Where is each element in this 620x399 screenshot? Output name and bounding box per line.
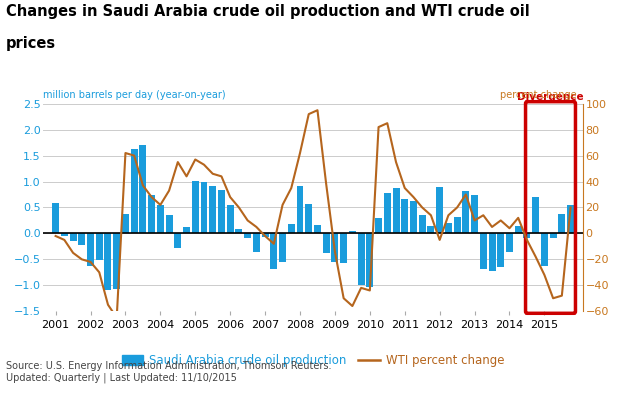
Legend: Saudi Arabia crude oil production, WTI percent change: Saudi Arabia crude oil production, WTI p…	[122, 354, 504, 367]
Bar	[358, 233, 365, 285]
Bar	[122, 214, 129, 233]
Text: Source: U.S. Energy Information Administration, Thomson Reuters.
Updated: Quarte: Source: U.S. Energy Information Administ…	[6, 361, 332, 383]
Bar	[262, 233, 268, 237]
Bar	[567, 205, 574, 233]
Bar	[131, 149, 138, 233]
Bar	[279, 233, 286, 262]
Bar	[322, 233, 330, 253]
Bar	[288, 224, 294, 233]
Bar	[340, 233, 347, 263]
Bar	[166, 215, 172, 233]
Bar	[489, 233, 495, 271]
Bar	[140, 145, 146, 233]
Bar	[253, 233, 260, 252]
Bar	[532, 197, 539, 233]
Bar	[174, 233, 181, 248]
Text: Changes in Saudi Arabia crude oil production and WTI crude oil: Changes in Saudi Arabia crude oil produc…	[6, 4, 530, 19]
Bar	[200, 182, 208, 233]
Text: percent change: percent change	[500, 90, 577, 100]
Bar	[445, 223, 452, 233]
Bar	[105, 233, 112, 290]
Bar	[87, 233, 94, 266]
Bar	[427, 226, 435, 233]
Bar	[227, 205, 234, 233]
Bar	[375, 218, 382, 233]
Bar	[296, 186, 304, 233]
Bar	[523, 233, 531, 237]
Bar	[366, 233, 373, 287]
Bar	[244, 233, 251, 237]
Bar	[410, 201, 417, 233]
Bar	[314, 225, 321, 233]
Bar	[95, 233, 103, 261]
Bar	[183, 227, 190, 233]
Bar	[305, 204, 312, 233]
Bar	[192, 180, 199, 233]
Bar	[463, 191, 469, 233]
Bar	[541, 233, 548, 266]
Bar	[550, 233, 557, 237]
Bar	[218, 190, 225, 233]
Bar	[392, 188, 399, 233]
Bar	[157, 205, 164, 233]
Bar	[52, 203, 59, 233]
Bar	[69, 233, 76, 241]
Bar	[401, 199, 408, 233]
Bar	[418, 215, 426, 233]
Text: Divergence: Divergence	[517, 92, 584, 102]
Bar	[332, 233, 339, 262]
Bar	[384, 194, 391, 233]
Bar	[270, 233, 277, 269]
Bar	[113, 233, 120, 289]
Bar	[454, 217, 461, 233]
Bar	[506, 233, 513, 252]
Text: prices: prices	[6, 36, 56, 51]
Bar	[236, 229, 242, 233]
Bar	[349, 231, 356, 233]
Bar	[61, 233, 68, 236]
Bar	[78, 233, 86, 245]
Bar	[497, 233, 504, 267]
Text: million barrels per day (year-on-year): million barrels per day (year-on-year)	[43, 90, 226, 100]
Bar	[436, 187, 443, 233]
Bar	[559, 214, 565, 233]
Bar	[148, 195, 155, 233]
Bar	[471, 195, 478, 233]
Bar	[209, 186, 216, 233]
Bar	[480, 233, 487, 269]
Bar	[515, 226, 521, 233]
